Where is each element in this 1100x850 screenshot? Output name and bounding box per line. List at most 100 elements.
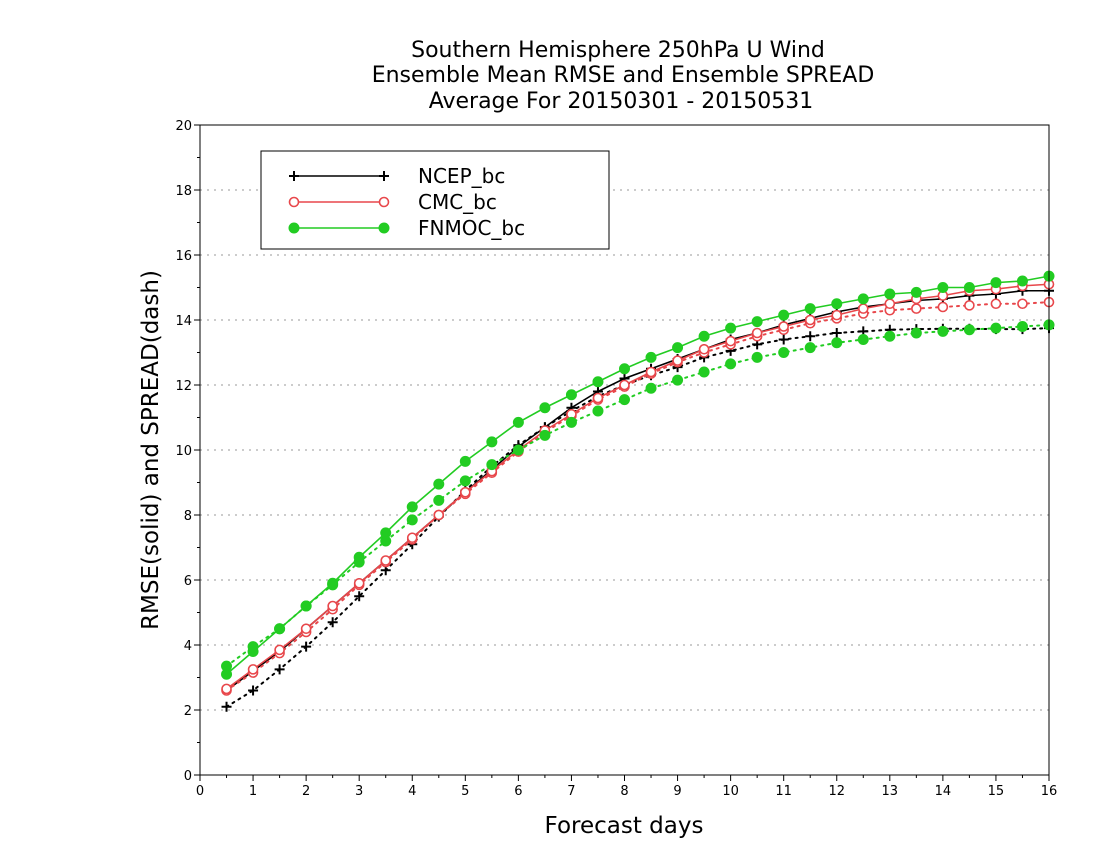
spread-point-fnmoc-bc: [1016, 321, 1028, 332]
chart-title-line-1: Southern Hemisphere 250hPa U Wind: [411, 38, 825, 63]
rmse-point-fnmoc-bc: [910, 286, 922, 298]
rmse-point-fnmoc-bc: [778, 309, 790, 321]
spread-point-ncep-bc: [805, 331, 816, 342]
legend-label: CMC_bc: [418, 190, 497, 214]
series-ncep-bc: [221, 285, 1054, 712]
y-axis-label: RMSE(solid) and SPREAD(dash): [138, 270, 164, 630]
spread-point-fnmoc-bc: [910, 327, 922, 339]
spread-point-ncep-bc: [327, 617, 338, 628]
legend-entry-fnmoc-bc: FNMOC_bc: [288, 216, 525, 240]
rmse-point-cmc-bc: [353, 577, 365, 589]
spread-point-ncep-bc: [221, 701, 232, 712]
legend-marker: [378, 222, 390, 234]
spread-point-fnmoc-bc: [831, 337, 843, 349]
chart-title: Southern Hemisphere 250hPa U Wind Ensemb…: [372, 38, 875, 114]
rmse-point-fnmoc-bc: [353, 551, 365, 563]
y-tick-label: 6: [184, 574, 192, 589]
legend-label: FNMOC_bc: [418, 216, 525, 240]
rmse-point-fnmoc-bc: [406, 501, 418, 513]
rmse-point-fnmoc-bc: [459, 455, 471, 467]
x-tick-label: 7: [567, 784, 575, 799]
x-tick-label: 6: [514, 784, 522, 799]
chart-title-line-3: Average For 20150301 - 20150531: [429, 89, 814, 114]
spread-point-cmc-bc: [964, 300, 975, 311]
rmse-point-fnmoc-bc: [380, 527, 392, 539]
rmse-point-fnmoc-bc: [539, 402, 551, 414]
chart-title-line-2: Ensemble Mean RMSE and Ensemble SPREAD: [372, 63, 875, 88]
spread-point-fnmoc-bc: [937, 325, 949, 337]
spread-point-fnmoc-bc: [406, 514, 418, 526]
rmse-point-fnmoc-bc: [274, 623, 286, 635]
spread-point-fnmoc-bc: [857, 334, 869, 345]
rmse-point-fnmoc-bc: [963, 282, 975, 293]
y-tick-label: 12: [175, 379, 192, 394]
spread-point-fnmoc-bc: [619, 394, 630, 406]
rmse-point-fnmoc-bc: [486, 436, 498, 448]
legend-entry-ncep-bc: NCEP_bc: [289, 164, 505, 188]
x-tick-label: 14: [935, 784, 952, 799]
y-tick-label: 10: [175, 444, 192, 459]
x-tick-label: 12: [828, 784, 845, 799]
rmse-point-cmc-bc: [645, 366, 657, 378]
spread-point-cmc-bc: [990, 298, 1002, 310]
rmse-point-fnmoc-bc: [645, 351, 657, 363]
spread-line-ncep-bc: [225, 327, 1050, 708]
spread-point-fnmoc-bc: [804, 342, 816, 354]
spread-point-cmc-bc: [911, 303, 922, 314]
rmse-point-cmc-bc: [406, 532, 418, 544]
legend-entry-cmc-bc: CMC_bc: [288, 190, 497, 214]
spread-point-ncep-bc: [778, 334, 789, 345]
spread-point-fnmoc-bc: [459, 475, 471, 487]
legend-marker: [379, 171, 389, 181]
legend-marker: [289, 171, 299, 181]
rmse-line-fnmoc-bc: [226, 275, 1050, 675]
rmse-point-fnmoc-bc: [512, 416, 524, 428]
rmse-point-fnmoc-bc: [565, 389, 577, 401]
rmse-point-fnmoc-bc: [990, 277, 1002, 289]
rmse-point-cmc-bc: [274, 644, 285, 656]
rmse-point-cmc-bc: [672, 355, 683, 366]
rmse-line-cmc-bc: [226, 283, 1050, 690]
spread-point-fnmoc-bc: [486, 459, 498, 471]
rmse-point-fnmoc-bc: [327, 577, 339, 589]
x-tick-label: 13: [882, 784, 899, 799]
spread-point-fnmoc-bc: [963, 324, 975, 336]
y-tick-label: 0: [184, 769, 192, 784]
x-tick-label: 16: [1041, 784, 1058, 799]
y-tick-label: 16: [175, 249, 192, 264]
spread-point-ncep-bc: [248, 685, 259, 696]
rmse-point-cmc-bc: [619, 379, 630, 391]
rmse-point-fnmoc-bc: [221, 668, 233, 680]
rmse-point-cmc-bc: [751, 327, 763, 339]
rmse-point-cmc-bc: [433, 509, 445, 521]
rmse-point-fnmoc-bc: [672, 342, 684, 354]
y-tick-label: 2: [184, 704, 192, 719]
x-tick-label: 3: [355, 784, 363, 799]
y-tick-label: 8: [184, 509, 192, 524]
rmse-point-fnmoc-bc: [619, 363, 630, 375]
spread-point-fnmoc-bc: [698, 366, 710, 378]
x-tick-label: 11: [775, 784, 792, 799]
spread-point-fnmoc-bc: [433, 494, 445, 506]
rmse-point-cmc-bc: [725, 335, 736, 347]
x-tick-label: 4: [408, 784, 416, 799]
spread-point-fnmoc-bc: [884, 330, 896, 342]
spread-point-ncep-bc: [831, 328, 842, 338]
rmse-point-cmc-bc: [857, 303, 869, 314]
rmse-point-fnmoc-bc: [698, 330, 710, 342]
spread-point-fnmoc-bc: [592, 405, 604, 417]
data-series: [221, 270, 1055, 712]
rmse-point-fnmoc-bc: [937, 282, 949, 293]
rmse-point-fnmoc-bc: [751, 316, 763, 328]
spread-point-fnmoc-bc: [539, 429, 551, 441]
x-tick-label: 10: [722, 784, 739, 799]
legend-label: NCEP_bc: [418, 164, 505, 188]
x-tick-label: 15: [988, 784, 1005, 799]
x-tick-label: 5: [461, 784, 469, 799]
rmse-point-cmc-bc: [300, 623, 312, 635]
y-tick-label: 18: [175, 184, 192, 199]
rmse-point-cmc-bc: [460, 486, 471, 498]
